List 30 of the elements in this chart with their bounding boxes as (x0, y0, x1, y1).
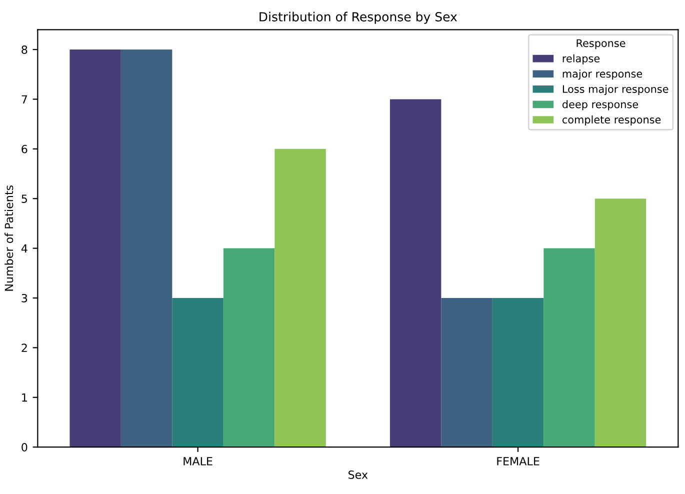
x-tick-label: MALE (184, 457, 212, 466)
bar (492, 298, 544, 448)
y-tick-label: 6 (22, 144, 28, 154)
y-tick-label: 3 (22, 294, 28, 302)
bar (172, 298, 224, 448)
bar (441, 298, 492, 448)
x-tick-label: FEMALE (497, 457, 540, 466)
y-tick-label: 4 (21, 244, 28, 253)
bar (120, 50, 172, 448)
bar (390, 99, 442, 448)
y-tick-label: 1 (22, 393, 27, 402)
legend-label: major response (562, 70, 642, 80)
y-tick-label: 2 (22, 344, 27, 352)
y-tick-label: 8 (22, 45, 28, 54)
bar (594, 198, 646, 448)
chart-title: Distribution of Response by Sex (260, 12, 458, 24)
y-tick-label: 0 (22, 443, 28, 452)
y-tick-label: 7 (22, 95, 28, 104)
x-axis-title: Sex (348, 470, 368, 479)
legend-title: Response (576, 39, 626, 50)
bar (544, 248, 595, 448)
y-axis-title: Number of Patients (4, 185, 14, 291)
bar (274, 148, 326, 448)
legend-label: Loss major response (562, 84, 668, 95)
legend-label: deep response (562, 100, 638, 110)
y-tick-label: 5 (22, 194, 27, 203)
legend-label: relapse (562, 54, 600, 64)
bar (223, 248, 275, 448)
legend-label: complete response (562, 115, 661, 126)
bar (70, 50, 121, 448)
